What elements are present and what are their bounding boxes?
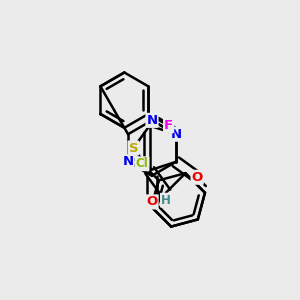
Text: N: N [146, 114, 158, 127]
Text: F: F [164, 119, 173, 132]
Text: Cl: Cl [136, 157, 148, 170]
Text: H: H [161, 194, 171, 207]
Text: S: S [129, 142, 138, 154]
Text: O: O [191, 171, 203, 184]
Text: O: O [146, 195, 158, 208]
Text: N: N [122, 155, 134, 168]
Text: N: N [170, 128, 182, 141]
